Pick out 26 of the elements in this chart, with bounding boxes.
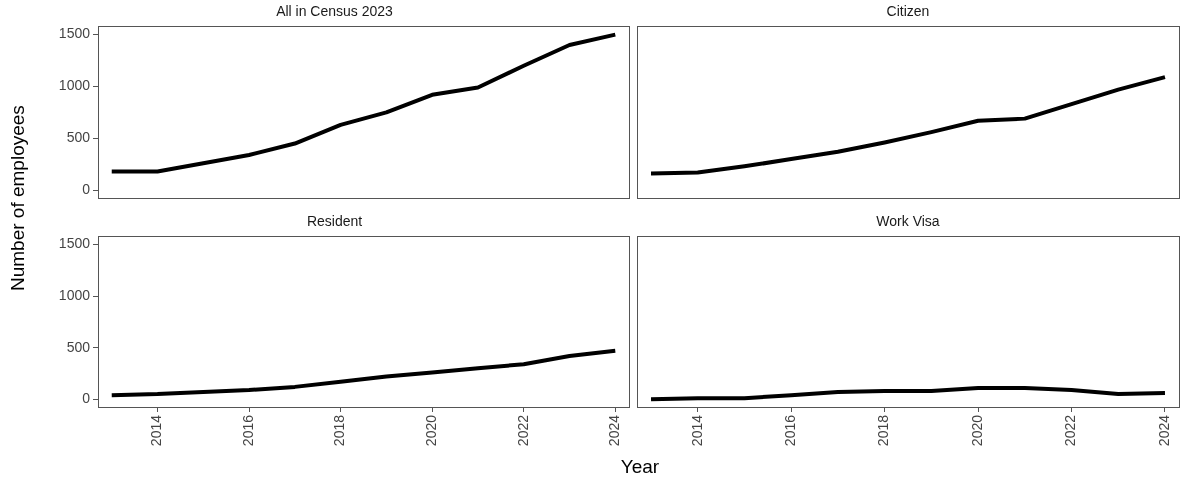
chart-title: Citizen [886, 3, 930, 20]
y-tick-label: 0 [82, 181, 91, 198]
chart-title: All in Census 2023 [276, 3, 394, 20]
x-tick-label: 2020 [968, 414, 985, 447]
chart-title: Work Visa [876, 213, 940, 230]
x-tick-label: 2016 [239, 414, 256, 447]
x-tick-label: 2020 [423, 414, 440, 447]
x-axis-title: Year [619, 456, 661, 478]
y-axis-title: Number of employees [7, 105, 29, 291]
x-tick-label: 2022 [514, 414, 531, 447]
x-tick-label: 2014 [688, 414, 705, 447]
x-tick-label: 2014 [148, 414, 165, 447]
y-tick-label: 1500 [58, 25, 91, 42]
x-tick-label: 2018 [331, 414, 348, 447]
y-tick-label: 500 [66, 338, 91, 355]
x-tick-label: 2016 [782, 414, 799, 447]
y-tick-label: 1000 [58, 286, 91, 303]
y-tick-label: 0 [82, 390, 91, 407]
x-tick-label: 2024 [606, 414, 623, 447]
x-tick-label: 2024 [1155, 414, 1172, 447]
x-tick-label: 2022 [1062, 414, 1079, 447]
x-tick-label: 2018 [875, 414, 892, 447]
y-tick-label: 1000 [58, 77, 91, 94]
chart-title: Resident [306, 213, 363, 230]
y-tick-label: 1500 [58, 235, 91, 252]
y-tick-label: 500 [66, 129, 91, 146]
